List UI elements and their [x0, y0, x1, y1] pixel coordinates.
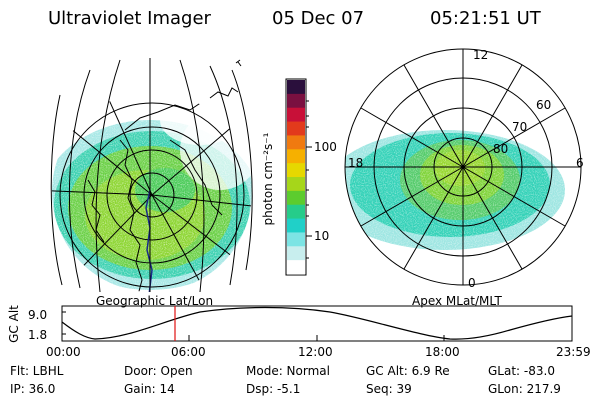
dsp-info: Dsp: -5.1 — [246, 382, 301, 396]
colorbar-band — [287, 218, 305, 234]
left-outer-grid-lines — [50, 58, 253, 293]
right-polar-grid — [344, 48, 582, 286]
date-label: 05 Dec 07 — [272, 8, 365, 29]
colorbar-band — [287, 177, 305, 192]
colorbar-band — [287, 260, 305, 275]
colorbar-gradient — [287, 80, 305, 275]
altitude-x-ticks — [61, 311, 573, 341]
mode-info: Mode: Normal — [246, 364, 330, 378]
colorbar-band — [287, 93, 305, 109]
mlt-label-6: 6 — [576, 156, 584, 170]
colorbar-ticks — [306, 100, 312, 259]
colorbar-band — [287, 232, 305, 247]
altitude-ylabel: GC Alt — [7, 305, 21, 343]
glon-info: GLon: 217.9 — [488, 382, 561, 396]
filter-info: Flt: LBHL — [10, 364, 64, 378]
apex-polar-panel — [344, 48, 582, 286]
altitude-ytick-9: 9.0 — [28, 308, 48, 322]
x-tick-2359: 23:59 — [556, 345, 591, 359]
mlt-label-18: 18 — [348, 156, 364, 170]
colorbar-tick-10: 10 — [314, 229, 330, 243]
geographic-caption: Geographic Lat/Lon — [96, 294, 214, 308]
x-tick-1200: 12:00 — [298, 345, 333, 359]
colorbar-band — [287, 135, 305, 150]
seq-info: Seq: 39 — [366, 382, 412, 396]
altitude-plot — [61, 305, 573, 342]
colorbar-band — [287, 149, 305, 164]
gain-info: Gain: 14 — [124, 382, 175, 396]
colorbar-band — [287, 163, 305, 178]
mlat-label-70: 70 — [512, 120, 528, 134]
gc-alt-info: GC Alt: 6.9 Re — [366, 364, 450, 378]
colorbar-band — [287, 80, 305, 95]
apex-caption: Apex MLat/MLT — [412, 294, 502, 308]
geographic-map-panel — [50, 58, 253, 293]
x-tick-0000: 00:00 — [46, 345, 81, 359]
mlt-label-12: 12 — [473, 48, 489, 62]
mlt-label-0: 0 — [468, 276, 476, 290]
ip-info: IP: 36.0 — [10, 382, 56, 396]
instrument-title: Ultraviolet Imager — [48, 8, 211, 29]
colorbar-band — [287, 121, 305, 137]
mlat-label-80: 80 — [493, 142, 509, 156]
x-tick-0600: 06:00 — [171, 345, 206, 359]
colorbar — [285, 78, 312, 276]
left-latitude-grid — [59, 102, 245, 288]
altitude-curve — [61, 306, 573, 340]
time-label: 05:21:51 UT — [430, 8, 541, 29]
door-info: Door: Open — [124, 364, 193, 378]
altitude-ytick-1-8: 1.8 — [28, 328, 48, 342]
glat-info: GLat: -83.0 — [488, 364, 555, 378]
mlat-label-60: 60 — [536, 98, 552, 112]
colorbar-band — [287, 107, 305, 123]
colorbar-band — [287, 190, 305, 206]
colorbar-band — [287, 204, 305, 220]
colorbar-unit-label: photon cm⁻²s⁻¹ — [261, 132, 275, 226]
x-tick-1800: 18:00 — [425, 345, 460, 359]
colorbar-tick-100: 100 — [314, 140, 337, 154]
colorbar-band — [287, 246, 305, 261]
